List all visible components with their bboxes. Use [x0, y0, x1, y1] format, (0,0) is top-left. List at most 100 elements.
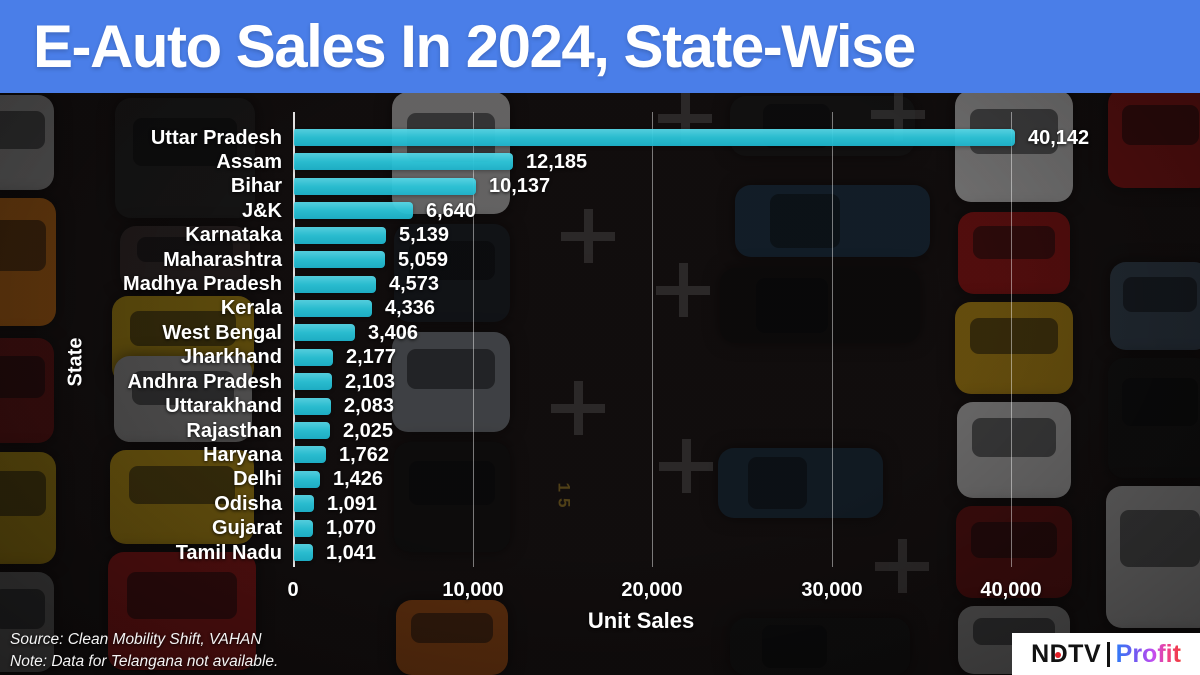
bar-value-label: 12,185	[526, 150, 588, 173]
background-car-shape	[730, 96, 915, 156]
car-roof-glass	[409, 240, 495, 280]
car-roof-glass	[972, 225, 1056, 259]
car-roof-glass	[747, 457, 808, 509]
bar-value-label: 5,139	[399, 224, 450, 247]
bar-value-label: 1,041	[326, 541, 377, 564]
car-roof-glass	[1123, 276, 1197, 313]
sales-bar	[294, 324, 355, 342]
sales-bar	[294, 397, 331, 415]
car-roof-glass	[1120, 510, 1200, 567]
background-car-shape	[958, 212, 1070, 294]
state-label: Tamil Nadu	[175, 541, 282, 564]
background-car-shape	[1110, 262, 1200, 350]
x-tick-label: 20,000	[621, 579, 683, 601]
background-car-shape	[0, 572, 54, 672]
background-car-shape	[957, 402, 1071, 498]
bar-value-label: 1,762	[339, 443, 390, 466]
state-label: Gujarat	[211, 517, 282, 540]
sales-bar	[294, 129, 1015, 146]
sales-bar	[294, 202, 413, 220]
state-label: Maharashtra	[163, 248, 282, 271]
car-roof-glass	[136, 236, 234, 263]
bar-value-label: 40,142	[1028, 126, 1090, 149]
background-car-shape	[394, 224, 510, 322]
x-gridline	[473, 112, 474, 567]
sales-bar	[294, 177, 476, 195]
state-label: Bihar	[230, 175, 282, 198]
x-gridline	[1011, 112, 1012, 567]
background-car-shape	[1108, 358, 1200, 478]
sales-bar	[294, 470, 320, 488]
car-roof-glass	[131, 370, 235, 405]
background-car-shape	[396, 600, 508, 675]
background-car-shape	[120, 226, 250, 290]
footer-notes: Source: Clean Mobility Shift, VAHAN Note…	[10, 629, 278, 673]
x-tick-label: 0	[287, 579, 299, 601]
background-car-shape	[1106, 486, 1200, 628]
ndtv-profit-logo: NDTV Profit	[1012, 633, 1200, 675]
sales-bar	[294, 226, 386, 244]
background-car-shape	[114, 356, 252, 442]
car-roof-glass	[1121, 105, 1200, 145]
background-car-shape	[108, 552, 256, 670]
background-car-shape	[956, 506, 1072, 598]
background-car-shape	[0, 452, 56, 564]
background-car-shape	[730, 618, 910, 675]
background-car-shape	[1108, 88, 1200, 188]
state-label: J&K	[241, 199, 282, 222]
sales-bar	[294, 495, 314, 513]
car-roof-glass	[407, 349, 495, 389]
car-roof-glass	[970, 317, 1058, 355]
source-text: Source: Clean Mobility Shift, VAHAN	[10, 631, 262, 648]
sales-bar	[294, 446, 326, 464]
ndtv-logo-text: NDTV	[1031, 639, 1102, 668]
bar-value-label: 5,059	[398, 248, 449, 271]
state-label: Karnataka	[185, 224, 282, 247]
title-banner: E-Auto Sales In 2024, State-Wise	[0, 0, 1200, 93]
state-label: Uttar Pradesh	[150, 126, 282, 149]
state-label: West Bengal	[162, 321, 282, 344]
background-car-shape	[0, 338, 54, 443]
bar-value-label: 2,083	[344, 395, 395, 418]
pavement-cross-marking	[871, 87, 925, 141]
car-roof-glass	[971, 418, 1057, 457]
car-roof-glass	[133, 118, 237, 167]
car-roof-glass	[0, 219, 47, 271]
car-roof-glass	[0, 589, 45, 629]
car-roof-glass	[128, 465, 236, 504]
car-roof-glass	[127, 572, 237, 620]
pavement-cross-marking	[659, 439, 713, 493]
sales-bar	[294, 422, 330, 440]
x-tick-label: 30,000	[801, 579, 863, 601]
sales-bar	[294, 544, 313, 562]
state-label: Andhra Pradesh	[127, 370, 282, 393]
bar-value-label: 4,336	[385, 297, 436, 320]
y-axis-label: State	[64, 337, 87, 387]
pavement-cross-marking	[875, 539, 929, 593]
state-label: Rajasthan	[186, 419, 282, 442]
bar-value-label: 10,137	[489, 175, 551, 198]
pavement-cross-marking	[658, 91, 712, 145]
pavement-cross-marking	[561, 209, 615, 263]
background-car-shape	[394, 442, 510, 552]
sales-bar	[294, 348, 333, 366]
car-roof-glass	[1121, 378, 1199, 427]
bar-value-label: 6,640	[426, 199, 477, 222]
pavement-cross-marking	[551, 381, 605, 435]
state-label: Assam	[216, 150, 282, 173]
bar-value-label: 2,103	[345, 370, 396, 393]
sales-bar	[294, 519, 313, 537]
background-car-shape	[115, 98, 255, 218]
page-title: E-Auto Sales In 2024, State-Wise	[33, 13, 916, 80]
logo-separator	[1107, 641, 1110, 667]
bar-value-label: 2,025	[343, 419, 394, 442]
car-roof-glass	[0, 111, 45, 150]
background-car-shape	[392, 332, 510, 432]
note-text: Note: Data for Telangana not available.	[10, 653, 279, 670]
sales-bar	[294, 299, 372, 317]
state-label: Odisha	[214, 492, 282, 515]
car-roof-glass	[130, 310, 236, 347]
sales-bar	[294, 373, 332, 391]
background-car-shape	[735, 185, 930, 257]
